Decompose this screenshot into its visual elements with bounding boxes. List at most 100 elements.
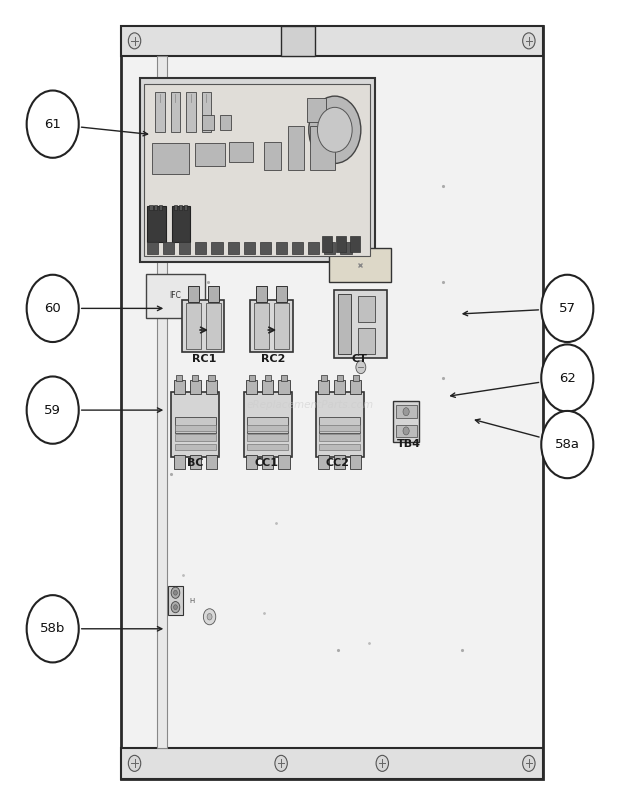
Bar	[350, 455, 361, 469]
Circle shape	[541, 411, 593, 478]
Bar	[350, 236, 360, 252]
Bar	[329, 248, 391, 282]
Bar	[175, 417, 216, 433]
Text: BC: BC	[187, 458, 203, 468]
Bar	[334, 380, 345, 394]
Bar	[174, 455, 185, 469]
Bar	[157, 56, 167, 748]
Bar	[281, 26, 315, 56]
Bar	[322, 236, 332, 252]
Text: eReplacementParts.com: eReplacementParts.com	[246, 400, 374, 409]
Text: 58b: 58b	[40, 622, 65, 635]
Bar	[195, 242, 206, 254]
Bar	[175, 425, 216, 431]
Bar	[288, 126, 304, 170]
Bar	[170, 92, 180, 132]
Bar	[172, 206, 190, 242]
Bar	[182, 300, 224, 352]
Text: CT: CT	[352, 354, 368, 364]
Bar	[206, 303, 221, 349]
Circle shape	[541, 344, 593, 412]
Bar	[358, 296, 375, 321]
Bar	[154, 205, 157, 210]
Text: 61: 61	[44, 118, 61, 131]
Text: 59: 59	[44, 404, 61, 417]
Bar	[278, 455, 290, 469]
Bar	[175, 434, 216, 441]
Bar	[146, 274, 205, 318]
Circle shape	[309, 96, 361, 163]
Bar	[256, 286, 267, 302]
Text: RC2: RC2	[260, 354, 285, 364]
Circle shape	[376, 755, 389, 771]
Bar	[278, 380, 290, 394]
Bar	[202, 92, 211, 132]
Bar	[179, 205, 182, 210]
Bar	[188, 286, 199, 302]
Bar	[163, 242, 174, 254]
Bar	[228, 242, 239, 254]
Text: RC1: RC1	[192, 354, 217, 364]
Bar	[254, 303, 269, 349]
Bar	[206, 455, 217, 469]
Bar	[319, 417, 360, 433]
Bar	[274, 303, 289, 349]
Circle shape	[403, 408, 409, 416]
Bar	[171, 392, 219, 457]
Bar	[337, 294, 351, 354]
Bar	[186, 303, 201, 349]
Bar	[250, 300, 293, 352]
Bar	[324, 242, 335, 254]
Bar	[121, 748, 542, 779]
Circle shape	[541, 275, 593, 342]
Circle shape	[174, 605, 177, 610]
Bar	[350, 380, 361, 394]
Bar	[144, 84, 370, 256]
Bar	[340, 242, 352, 254]
Bar	[276, 286, 287, 302]
Bar	[308, 242, 319, 254]
Bar	[396, 405, 417, 418]
Bar	[244, 392, 292, 457]
Bar	[247, 417, 288, 433]
Text: 58a: 58a	[555, 438, 580, 451]
Bar	[140, 78, 375, 262]
Bar	[319, 434, 360, 441]
Bar	[190, 380, 201, 394]
Bar	[184, 205, 187, 210]
Bar	[174, 380, 185, 394]
Bar	[176, 375, 182, 381]
Bar	[229, 142, 253, 162]
Text: CC2: CC2	[326, 458, 350, 468]
Bar	[316, 392, 364, 457]
Bar	[247, 434, 288, 441]
Bar	[247, 425, 288, 431]
Bar	[265, 375, 271, 381]
Bar	[260, 242, 271, 254]
Bar	[202, 115, 214, 130]
Bar	[396, 425, 417, 437]
Circle shape	[523, 755, 535, 771]
Bar	[206, 380, 217, 394]
Circle shape	[174, 590, 177, 595]
Circle shape	[207, 614, 212, 620]
Bar	[147, 206, 166, 242]
Bar	[159, 205, 162, 210]
Text: 62: 62	[559, 372, 576, 384]
Circle shape	[356, 360, 366, 373]
Circle shape	[317, 107, 352, 152]
Bar	[121, 26, 542, 779]
Circle shape	[128, 755, 141, 771]
Text: TB4: TB4	[397, 439, 421, 449]
Bar	[208, 286, 219, 302]
Bar	[334, 455, 345, 469]
Bar	[318, 455, 329, 469]
Bar	[310, 126, 335, 170]
Circle shape	[27, 275, 79, 342]
Bar	[168, 586, 183, 615]
Bar	[321, 375, 327, 381]
Bar	[174, 205, 177, 210]
Bar	[149, 205, 153, 210]
Circle shape	[275, 755, 287, 771]
Bar	[147, 242, 158, 254]
